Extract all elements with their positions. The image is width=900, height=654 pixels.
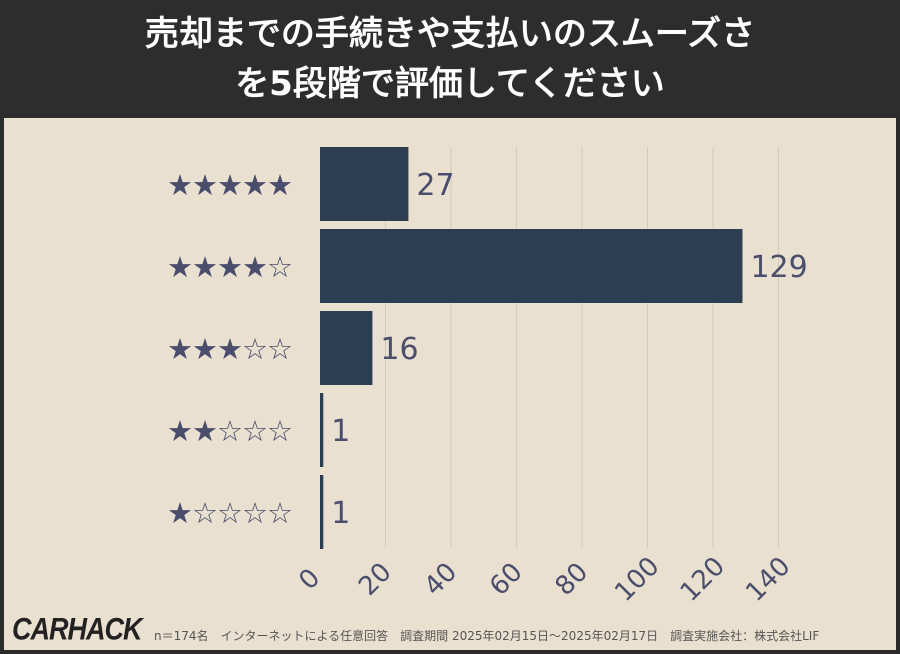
- bar: [320, 475, 324, 549]
- x-tick-label: 20: [353, 557, 398, 602]
- x-tick-label: 100: [609, 551, 665, 607]
- bar-value-label: 1: [331, 496, 350, 531]
- chart-panel: 0 20 40 60 80 100 120 140 27 ★★★★★ 129 ★★★★☆ 16 ★★★☆☆…: [4, 118, 896, 650]
- star-rating-label: ★★★☆☆: [167, 332, 292, 366]
- title-line-1: 売却までの手続きや支払いのスムーズさ: [144, 14, 756, 54]
- star-rating-label: ★★☆☆☆: [167, 414, 292, 448]
- carhack-logo: CARHACK: [12, 611, 142, 647]
- x-tick-label: 0: [293, 563, 326, 596]
- bar-value-label: 1: [331, 414, 350, 449]
- bar: [320, 393, 324, 467]
- x-tick-label: 80: [550, 557, 595, 602]
- x-tick-label: 140: [740, 551, 796, 607]
- x-tick-label: 60: [484, 557, 529, 602]
- bar-chart: 0 20 40 60 80 100 120 140 27 ★★★★★ 129 ★★★★☆ 16 ★★★☆☆…: [167, 147, 808, 608]
- title-line-2: を5段階で評価してください: [235, 64, 665, 104]
- bar-value-label: 129: [750, 250, 807, 285]
- bar: [320, 311, 373, 385]
- x-tick-label: 40: [419, 557, 464, 602]
- star-rating-label: ★☆☆☆☆: [167, 496, 292, 530]
- bar-value-label: 27: [416, 168, 454, 203]
- star-rating-label: ★★★★★: [167, 168, 292, 202]
- x-tick-label: 120: [675, 551, 731, 607]
- bar: [320, 229, 743, 303]
- bar-value-label: 16: [380, 332, 418, 367]
- star-rating-label: ★★★★☆: [167, 250, 292, 284]
- chart-title: 売却までの手続きや支払いのスムーズさ を5段階で評価してください: [0, 0, 900, 118]
- bar: [320, 147, 409, 221]
- survey-footnote: n＝174名 インターネットによる任意回答 調査期間 2025年02月15日～2…: [154, 629, 820, 643]
